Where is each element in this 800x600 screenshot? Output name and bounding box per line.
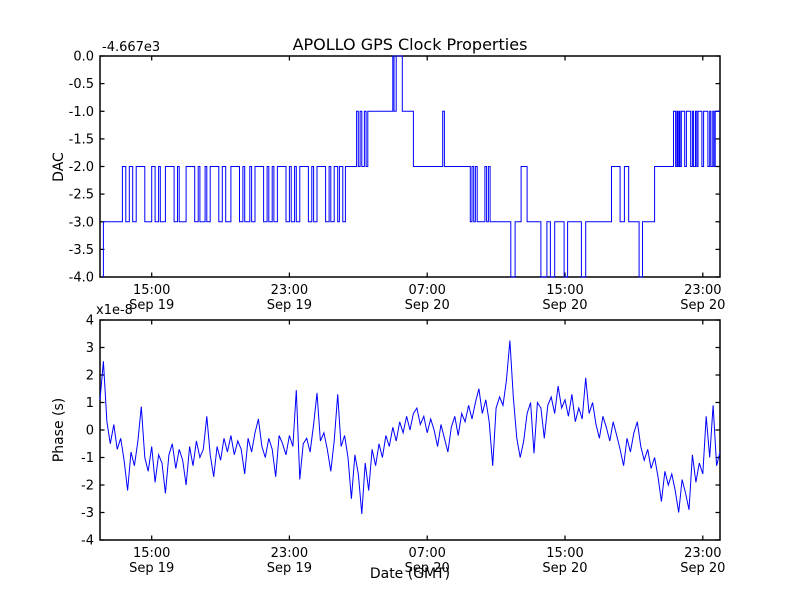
y-tick-label: -1.5: [69, 132, 94, 147]
x-tick-label: 15:00: [546, 283, 583, 298]
x-tick-date-label: Sep 20: [405, 298, 450, 313]
x-tick-date-label: Sep 19: [129, 298, 174, 313]
x-tick-date-label: Sep 20: [542, 561, 587, 576]
phase-axis-label: Phase (s): [51, 398, 67, 462]
chart-title: APOLLO GPS Clock Properties: [293, 35, 528, 54]
dac-offset-text: -4.667e3: [102, 40, 160, 55]
x-tick-date-label: Sep 20: [680, 298, 725, 313]
x-axis-label: Date (GMT): [370, 566, 450, 582]
x-tick-label: 23:00: [684, 283, 721, 298]
y-tick-label: 1: [86, 396, 94, 411]
y-tick-label: -3.0: [69, 215, 94, 230]
y-tick-label: -1: [81, 451, 94, 466]
y-tick-label: -3: [81, 506, 94, 521]
y-tick-label: -2.5: [69, 188, 94, 203]
x-tick-date-label: Sep 19: [267, 561, 312, 576]
x-tick-label: 07:00: [408, 283, 445, 298]
x-tick-label: 15:00: [133, 546, 170, 561]
y-tick-label: -4.0: [69, 271, 94, 286]
y-tick-label: 0: [86, 424, 94, 439]
x-tick-label: 23:00: [684, 546, 721, 561]
x-tick-date-label: Sep 20: [542, 298, 587, 313]
y-tick-label: -2.0: [69, 160, 94, 175]
y-tick-label: 3: [86, 341, 94, 356]
y-tick-label: -0.5: [69, 77, 94, 92]
phase-series-line: [99, 340, 721, 514]
x-tick-date-label: Sep 19: [129, 561, 174, 576]
phase-multiplier-text: x1e-8: [96, 303, 133, 318]
y-tick-label: -3.5: [69, 243, 94, 258]
x-tick-label: 15:00: [546, 546, 583, 561]
x-tick-date-label: Sep 20: [405, 561, 450, 576]
y-tick-label: -1.0: [69, 105, 94, 120]
dac-series-line: [102, 55, 720, 278]
y-tick-label: 2: [86, 369, 94, 384]
x-tick-label: 23:00: [271, 283, 308, 298]
y-tick-label: 0.0: [73, 50, 94, 65]
x-tick-label: 23:00: [271, 546, 308, 561]
dac-axis-label: DAC: [51, 152, 67, 182]
x-tick-label: 15:00: [133, 283, 170, 298]
x-tick-date-label: Sep 19: [267, 298, 312, 313]
y-tick-label: -2: [81, 479, 94, 494]
x-tick-label: 07:00: [408, 546, 445, 561]
y-tick-label: -4: [81, 534, 94, 549]
x-tick-date-label: Sep 20: [680, 561, 725, 576]
y-tick-label: 4: [86, 314, 94, 329]
